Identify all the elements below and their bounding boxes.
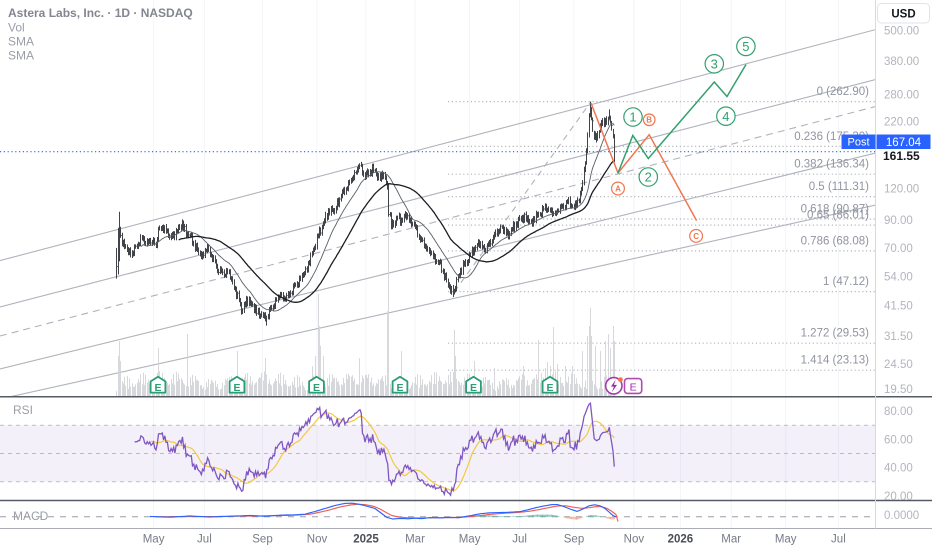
svg-text:E: E	[470, 382, 477, 394]
svg-text:167.04: 167.04	[886, 137, 922, 149]
svg-text:1.414 (23.13): 1.414 (23.13)	[801, 355, 870, 367]
svg-text:80.00: 80.00	[884, 406, 913, 418]
svg-text:0.786 (68.08): 0.786 (68.08)	[801, 235, 870, 247]
svg-text:E: E	[154, 382, 161, 394]
svg-text:Nov: Nov	[307, 534, 328, 546]
svg-text:A: A	[615, 184, 621, 193]
svg-text:SMA: SMA	[8, 35, 34, 49]
svg-text:Sep: Sep	[252, 534, 272, 546]
svg-text:5: 5	[742, 39, 749, 54]
svg-text:0.5 (111.31): 0.5 (111.31)	[809, 181, 869, 193]
svg-text:161.55: 161.55	[883, 149, 920, 163]
svg-text:Mar: Mar	[721, 534, 741, 546]
svg-text:USD: USD	[891, 8, 915, 20]
svg-text:SMA: SMA	[8, 49, 34, 63]
svg-text:May: May	[459, 534, 481, 546]
svg-text:May: May	[143, 534, 165, 546]
svg-text:0.0000: 0.0000	[884, 510, 919, 522]
svg-text:MACD: MACD	[13, 509, 49, 523]
svg-text:E: E	[630, 381, 637, 393]
svg-text:E: E	[546, 382, 553, 394]
svg-text:Post: Post	[847, 137, 869, 149]
svg-text:380.00: 380.00	[884, 56, 919, 68]
svg-text:Mar: Mar	[405, 534, 425, 546]
svg-text:Nov: Nov	[624, 534, 645, 546]
svg-text:1 (47.12): 1 (47.12)	[823, 276, 869, 288]
svg-text:3: 3	[711, 57, 718, 72]
svg-text:500.00: 500.00	[884, 26, 919, 38]
svg-text:Jul: Jul	[197, 534, 212, 546]
svg-text:B: B	[646, 116, 652, 125]
svg-text:41.50: 41.50	[884, 301, 913, 313]
svg-text:0.65 (86.01): 0.65 (86.01)	[807, 210, 869, 222]
svg-text:E: E	[313, 382, 320, 394]
svg-text:Jul: Jul	[831, 534, 846, 546]
svg-text:2: 2	[645, 170, 652, 185]
svg-text:90.00: 90.00	[884, 215, 913, 227]
svg-text:Jul: Jul	[512, 534, 527, 546]
svg-text:280.00: 280.00	[884, 90, 919, 102]
svg-text:Sep: Sep	[564, 534, 584, 546]
svg-text:May: May	[775, 534, 797, 546]
svg-text:24.50: 24.50	[884, 359, 913, 371]
svg-text:19.50: 19.50	[884, 384, 913, 396]
svg-text:2025: 2025	[353, 534, 379, 546]
svg-text:1.272 (29.53): 1.272 (29.53)	[801, 328, 870, 340]
svg-text:220.00: 220.00	[884, 116, 919, 128]
svg-text:70.00: 70.00	[884, 243, 913, 255]
svg-text:Astera Labs, Inc. · 1D · NASDA: Astera Labs, Inc. · 1D · NASDAQ	[8, 6, 193, 20]
svg-text:54.00: 54.00	[884, 272, 913, 284]
svg-text:20.00: 20.00	[884, 491, 913, 503]
svg-text:31.50: 31.50	[884, 331, 913, 343]
svg-text:120.00: 120.00	[884, 183, 919, 195]
svg-text:RSI: RSI	[13, 403, 33, 417]
svg-text:4: 4	[722, 109, 729, 124]
svg-text:40.00: 40.00	[884, 463, 913, 475]
svg-text:E: E	[396, 382, 403, 394]
svg-text:60.00: 60.00	[884, 434, 913, 446]
svg-text:0.618 (90.87): 0.618 (90.87)	[801, 204, 870, 216]
svg-text:2026: 2026	[668, 534, 694, 546]
svg-text:E: E	[233, 382, 240, 394]
svg-text:C: C	[693, 232, 699, 241]
svg-text:0 (262.90): 0 (262.90)	[817, 86, 870, 98]
svg-text:Vol: Vol	[8, 21, 25, 35]
svg-text:0.382 (136.34): 0.382 (136.34)	[794, 159, 869, 171]
svg-text:1: 1	[629, 110, 636, 125]
